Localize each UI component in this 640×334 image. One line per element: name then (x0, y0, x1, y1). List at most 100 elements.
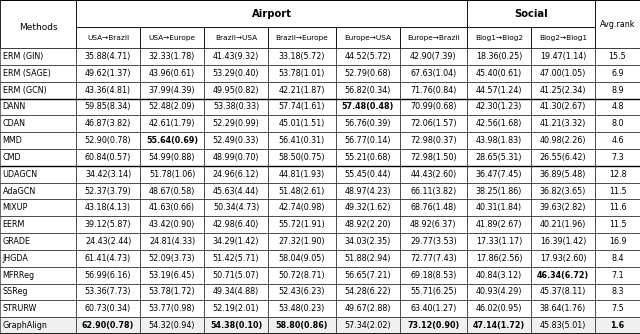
Text: 55.45(0.44): 55.45(0.44) (344, 170, 391, 179)
Text: 33.18(5.72): 33.18(5.72) (278, 52, 325, 61)
Bar (531, 27, 595, 48)
Text: 56.41(0.31): 56.41(0.31) (278, 136, 325, 145)
Bar (399, 82, 467, 99)
Text: 40.93(4.29): 40.93(4.29) (476, 288, 522, 297)
Text: 16.39(1.42): 16.39(1.42) (540, 237, 586, 246)
Bar (595, 132, 640, 149)
Bar (268, 284, 335, 300)
Text: 44.52(5.72): 44.52(5.72) (344, 52, 391, 61)
Bar (268, 183, 335, 199)
Text: 71.76(0.84): 71.76(0.84) (410, 86, 456, 95)
Text: 36.47(7.45): 36.47(7.45) (476, 170, 522, 179)
Text: ERM (GCN): ERM (GCN) (3, 86, 46, 95)
Text: 53.19(6.45): 53.19(6.45) (149, 271, 195, 280)
Bar (76, 267, 140, 284)
Text: 56.77(0.14): 56.77(0.14) (344, 136, 391, 145)
Bar (76, 132, 140, 149)
Text: 72.98(1.50): 72.98(1.50) (410, 153, 456, 162)
Bar (531, 300, 595, 317)
Bar (76, 82, 140, 99)
Text: 42.90(7.39): 42.90(7.39) (410, 52, 456, 61)
Text: 17.93(2.60): 17.93(2.60) (540, 254, 586, 263)
Bar (0, 267, 76, 284)
Bar (335, 48, 399, 65)
Text: 43.96(0.61): 43.96(0.61) (149, 69, 195, 78)
Text: USA→Brazil: USA→Brazil (87, 35, 129, 41)
Bar (268, 149, 335, 166)
Bar (140, 233, 204, 250)
Bar (467, 317, 531, 334)
Text: 41.43(9.32): 41.43(9.32) (213, 52, 259, 61)
Bar (531, 82, 595, 99)
Bar (399, 48, 467, 65)
Text: 18.36(0.25): 18.36(0.25) (476, 52, 522, 61)
Bar (204, 199, 268, 216)
Text: 44.43(2.60): 44.43(2.60) (410, 170, 456, 179)
Text: 45.83(5.01): 45.83(5.01) (540, 321, 586, 330)
Text: 8.3: 8.3 (611, 288, 624, 297)
Bar (335, 115, 399, 132)
Text: 42.61(1.79): 42.61(1.79) (149, 119, 195, 128)
Text: 37.99(4.39): 37.99(4.39) (148, 86, 195, 95)
Bar (467, 183, 531, 199)
Text: 58.50(0.75): 58.50(0.75) (278, 153, 325, 162)
Bar (0, 250, 76, 267)
Text: 7.1: 7.1 (611, 271, 624, 280)
Bar (76, 216, 140, 233)
Bar (0, 48, 76, 65)
Text: Avg.rank: Avg.rank (600, 20, 636, 28)
Bar (399, 149, 467, 166)
Bar (204, 99, 268, 115)
Text: 53.78(1.72): 53.78(1.72) (148, 288, 195, 297)
Text: 54.38(0.10): 54.38(0.10) (210, 321, 262, 330)
Bar (335, 267, 399, 284)
Text: 53.36(7.73): 53.36(7.73) (85, 288, 131, 297)
Text: 59.85(8.34): 59.85(8.34) (85, 103, 131, 112)
Text: 26.55(6.42): 26.55(6.42) (540, 153, 586, 162)
Text: 24.81(4.33): 24.81(4.33) (149, 237, 195, 246)
Bar (268, 233, 335, 250)
Bar (399, 115, 467, 132)
Text: 42.74(0.98): 42.74(0.98) (278, 203, 325, 212)
Text: 54.28(6.22): 54.28(6.22) (344, 288, 391, 297)
Text: SSReg: SSReg (3, 288, 28, 297)
Bar (268, 99, 335, 115)
Bar (335, 99, 399, 115)
Bar (268, 115, 335, 132)
Bar (140, 284, 204, 300)
Text: 56.82(0.34): 56.82(0.34) (344, 86, 391, 95)
Bar (140, 99, 204, 115)
Bar (140, 27, 204, 48)
Text: STRURW: STRURW (3, 304, 37, 313)
Text: 55.21(0.68): 55.21(0.68) (344, 153, 391, 162)
Bar (467, 0, 595, 27)
Text: 50.34(4.73): 50.34(4.73) (213, 203, 259, 212)
Bar (335, 27, 399, 48)
Text: 57.48(0.48): 57.48(0.48) (341, 103, 394, 112)
Text: 53.77(0.98): 53.77(0.98) (148, 304, 195, 313)
Bar (140, 132, 204, 149)
Text: 27.32(1.90): 27.32(1.90) (278, 237, 325, 246)
Text: 49.34(4.88): 49.34(4.88) (213, 288, 259, 297)
Text: 58.80(0.86): 58.80(0.86) (276, 321, 328, 330)
Bar (595, 267, 640, 284)
Text: 53.38(0.33): 53.38(0.33) (213, 103, 259, 112)
Bar (140, 149, 204, 166)
Bar (467, 166, 531, 183)
Bar (335, 183, 399, 199)
Text: 40.98(2.26): 40.98(2.26) (540, 136, 586, 145)
Bar (467, 250, 531, 267)
Bar (140, 317, 204, 334)
Bar (399, 132, 467, 149)
Bar (467, 199, 531, 216)
Text: 49.95(0.82): 49.95(0.82) (212, 86, 259, 95)
Bar (76, 199, 140, 216)
Bar (335, 65, 399, 82)
Text: 46.87(3.82): 46.87(3.82) (85, 119, 131, 128)
Text: 70.99(0.68): 70.99(0.68) (410, 103, 456, 112)
Bar (140, 216, 204, 233)
Text: Brazil→USA: Brazil→USA (215, 35, 257, 41)
Bar (335, 284, 399, 300)
Text: 17.33(1.17): 17.33(1.17) (476, 237, 522, 246)
Text: AdaGCN: AdaGCN (3, 187, 36, 195)
